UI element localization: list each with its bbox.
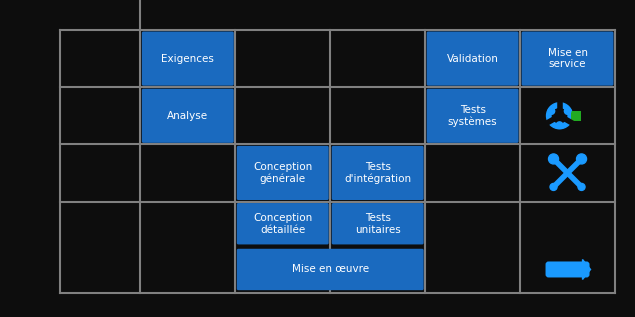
- Text: Tests
d'intégration: Tests d'intégration: [344, 162, 411, 184]
- Circle shape: [549, 154, 559, 164]
- Circle shape: [552, 109, 566, 123]
- Text: Mise en œuvre: Mise en œuvre: [291, 264, 369, 275]
- Text: Mise en
service: Mise en service: [547, 48, 587, 69]
- Text: Tests
unitaires: Tests unitaires: [355, 213, 401, 235]
- FancyBboxPatch shape: [545, 262, 589, 277]
- Text: Exigences: Exigences: [161, 54, 214, 64]
- FancyBboxPatch shape: [331, 203, 424, 244]
- Polygon shape: [582, 260, 591, 280]
- Circle shape: [578, 184, 585, 191]
- Bar: [60, 30, 615, 293]
- Circle shape: [550, 184, 557, 191]
- FancyBboxPatch shape: [142, 31, 234, 86]
- Bar: [570, 111, 580, 121]
- FancyBboxPatch shape: [142, 89, 234, 143]
- FancyBboxPatch shape: [237, 249, 424, 290]
- FancyBboxPatch shape: [237, 146, 329, 200]
- Text: Analyse: Analyse: [167, 111, 208, 121]
- FancyBboxPatch shape: [427, 89, 519, 143]
- Text: Conception
générale: Conception générale: [253, 162, 312, 184]
- Text: Tests
systèmes: Tests systèmes: [448, 105, 497, 127]
- Circle shape: [548, 108, 555, 114]
- Text: Validation: Validation: [446, 54, 498, 64]
- Circle shape: [547, 103, 573, 129]
- Circle shape: [556, 122, 563, 128]
- FancyBboxPatch shape: [237, 203, 329, 244]
- Circle shape: [577, 154, 587, 164]
- Text: Conception
détaillée: Conception détaillée: [253, 213, 312, 235]
- Circle shape: [565, 108, 571, 114]
- FancyBboxPatch shape: [331, 146, 424, 200]
- FancyBboxPatch shape: [427, 31, 519, 86]
- FancyBboxPatch shape: [521, 31, 613, 86]
